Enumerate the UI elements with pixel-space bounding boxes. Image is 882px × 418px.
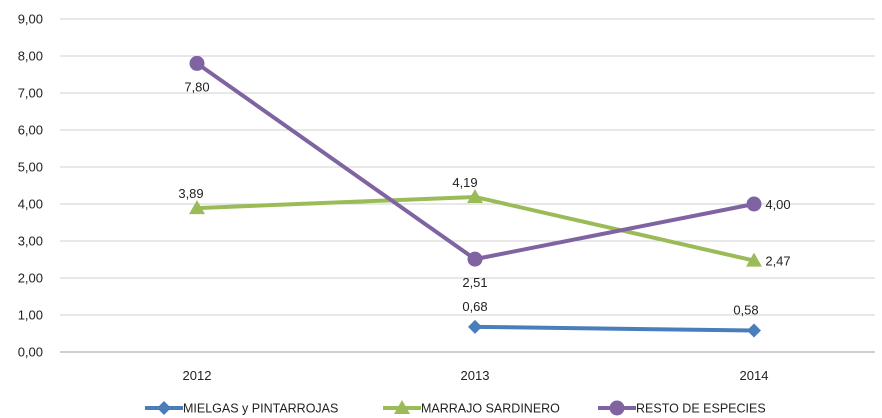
legend-label: RESTO DE ESPECIES	[636, 402, 766, 416]
legend-label: MIELGAS y PINTARROJAS	[183, 402, 338, 416]
data-point	[747, 323, 761, 338]
y-tick-label: 5,00	[18, 160, 43, 175]
data-point	[467, 251, 483, 267]
y-tick-label: 2,00	[18, 271, 43, 286]
legend-marker	[609, 400, 625, 416]
data-point	[189, 200, 205, 215]
data-point	[746, 252, 762, 267]
y-tick-label: 4,00	[18, 197, 43, 212]
data-point	[189, 55, 205, 71]
gridlines	[60, 18, 875, 353]
y-tick-label: 9,00	[18, 12, 43, 27]
y-axis: 0,00 1,00 2,00 3,00 4,00 5,00 6,00 7,00 8,00 9,00	[18, 12, 43, 360]
y-tick-label: 3,00	[18, 234, 43, 249]
y-tick-label: 6,00	[18, 123, 43, 138]
data-label: 2,51	[462, 275, 487, 290]
y-tick-label: 8,00	[18, 49, 43, 64]
series-group	[189, 55, 762, 338]
data-point	[468, 319, 482, 334]
y-tick-label: 7,00	[18, 86, 43, 101]
legend-marker	[157, 401, 171, 415]
data-point	[746, 196, 762, 212]
data-label: 0,58	[733, 303, 758, 318]
y-tick-label: 1,00	[18, 308, 43, 323]
data-labels: 0,68 0,58 3,89 4,19 2,47 7,80 2,51 4,00	[178, 79, 790, 317]
x-tick-label: 2012	[183, 368, 212, 383]
legend: MIELGAS y PINTARROJAS MARRAJO SARDINERO RE…	[145, 400, 766, 416]
y-tick-label: 0,00	[18, 345, 43, 360]
data-label: 4,19	[452, 175, 477, 190]
legend-label: MARRAJO SARDINERO	[421, 402, 560, 416]
data-label: 2,47	[765, 254, 790, 269]
data-label: 0,68	[462, 299, 487, 314]
x-tick-label: 2014	[740, 368, 769, 383]
series-line	[474, 324, 755, 333]
data-label: 4,00	[765, 197, 790, 212]
data-point	[467, 188, 483, 203]
data-label: 3,89	[178, 186, 203, 201]
series-line	[196, 194, 755, 263]
x-tick-label: 2013	[461, 368, 490, 383]
x-axis: 2012 2013 2014	[183, 368, 769, 383]
data-label: 7,80	[184, 79, 209, 94]
legend-marker	[394, 400, 410, 414]
